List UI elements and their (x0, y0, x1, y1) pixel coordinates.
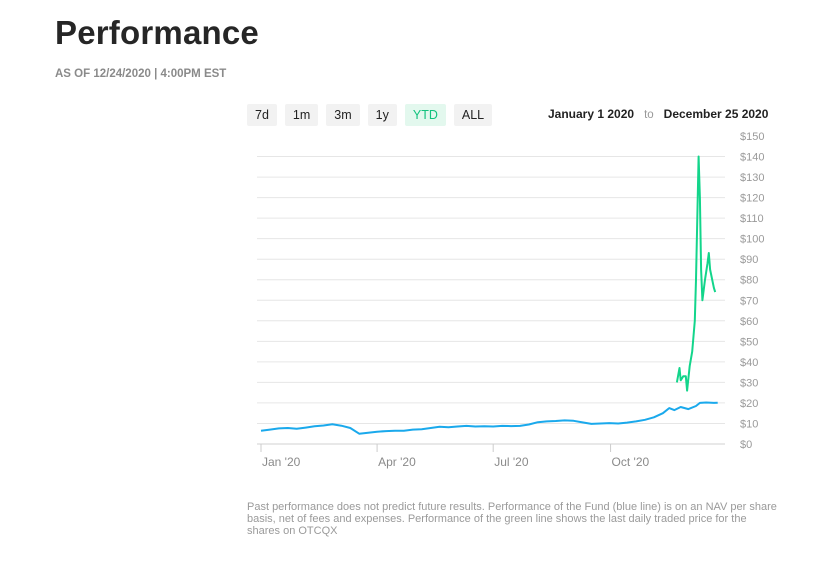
chart-grid (257, 156, 725, 424)
y-tick-label: $70 (740, 295, 758, 307)
range-selector: 7d 1m 3m 1y YTD ALL (247, 104, 493, 126)
y-tick-label: $50 (740, 336, 758, 348)
chart-lines (260, 155, 718, 435)
market-price-series-line (675, 155, 717, 392)
y-tick-label: $60 (740, 316, 758, 328)
date-range-separator: to (644, 109, 654, 121)
page-title: Performance (55, 14, 259, 51)
disclaimer-text: Past performance does not predict future… (247, 501, 777, 537)
y-tick-label: $40 (740, 357, 758, 369)
nav-series-line (260, 401, 718, 435)
x-tick-label: Jul '20 (494, 455, 529, 469)
y-tick-label: $30 (740, 377, 758, 389)
y-tick-label: $140 (740, 152, 764, 164)
range-button-7d[interactable]: 7d (247, 104, 277, 126)
x-axis: Jan '20 Apr '20 Jul '20 Oct '20 (257, 443, 725, 469)
range-button-all[interactable]: ALL (453, 104, 493, 126)
start-date-field[interactable]: January 1 2020 (548, 107, 635, 121)
y-tick-label: $20 (740, 398, 758, 410)
x-tick-label: Oct '20 (612, 455, 650, 469)
x-tick-label: Jan '20 (262, 455, 301, 469)
date-range-picker: January 1 2020 to December 25 2020 (548, 107, 768, 121)
range-button-ytd[interactable]: YTD (404, 104, 446, 126)
y-tick-label: $110 (740, 213, 764, 225)
as-of-timestamp: AS OF 12/24/2020 | 4:00PM EST (55, 68, 227, 80)
range-button-3m[interactable]: 3m (326, 104, 360, 126)
y-tick-label: $150 (740, 131, 764, 143)
y-tick-label: $0 (740, 439, 752, 451)
y-tick-label: $10 (740, 418, 758, 430)
y-tick-label: $100 (740, 234, 764, 246)
y-tick-label: $80 (740, 275, 758, 287)
range-button-1y[interactable]: 1y (367, 104, 397, 126)
y-axis: $0 $10 $20 $30 $40 $50 $60 $70 $80 $90 $100 $110 $12… (740, 131, 764, 451)
y-tick-label: $90 (740, 254, 758, 266)
y-tick-label: $120 (740, 193, 764, 205)
x-tick-label: Apr '20 (378, 455, 416, 469)
range-button-1m[interactable]: 1m (284, 104, 319, 126)
end-date-field[interactable]: December 25 2020 (663, 107, 769, 121)
y-tick-label: $130 (740, 172, 764, 184)
